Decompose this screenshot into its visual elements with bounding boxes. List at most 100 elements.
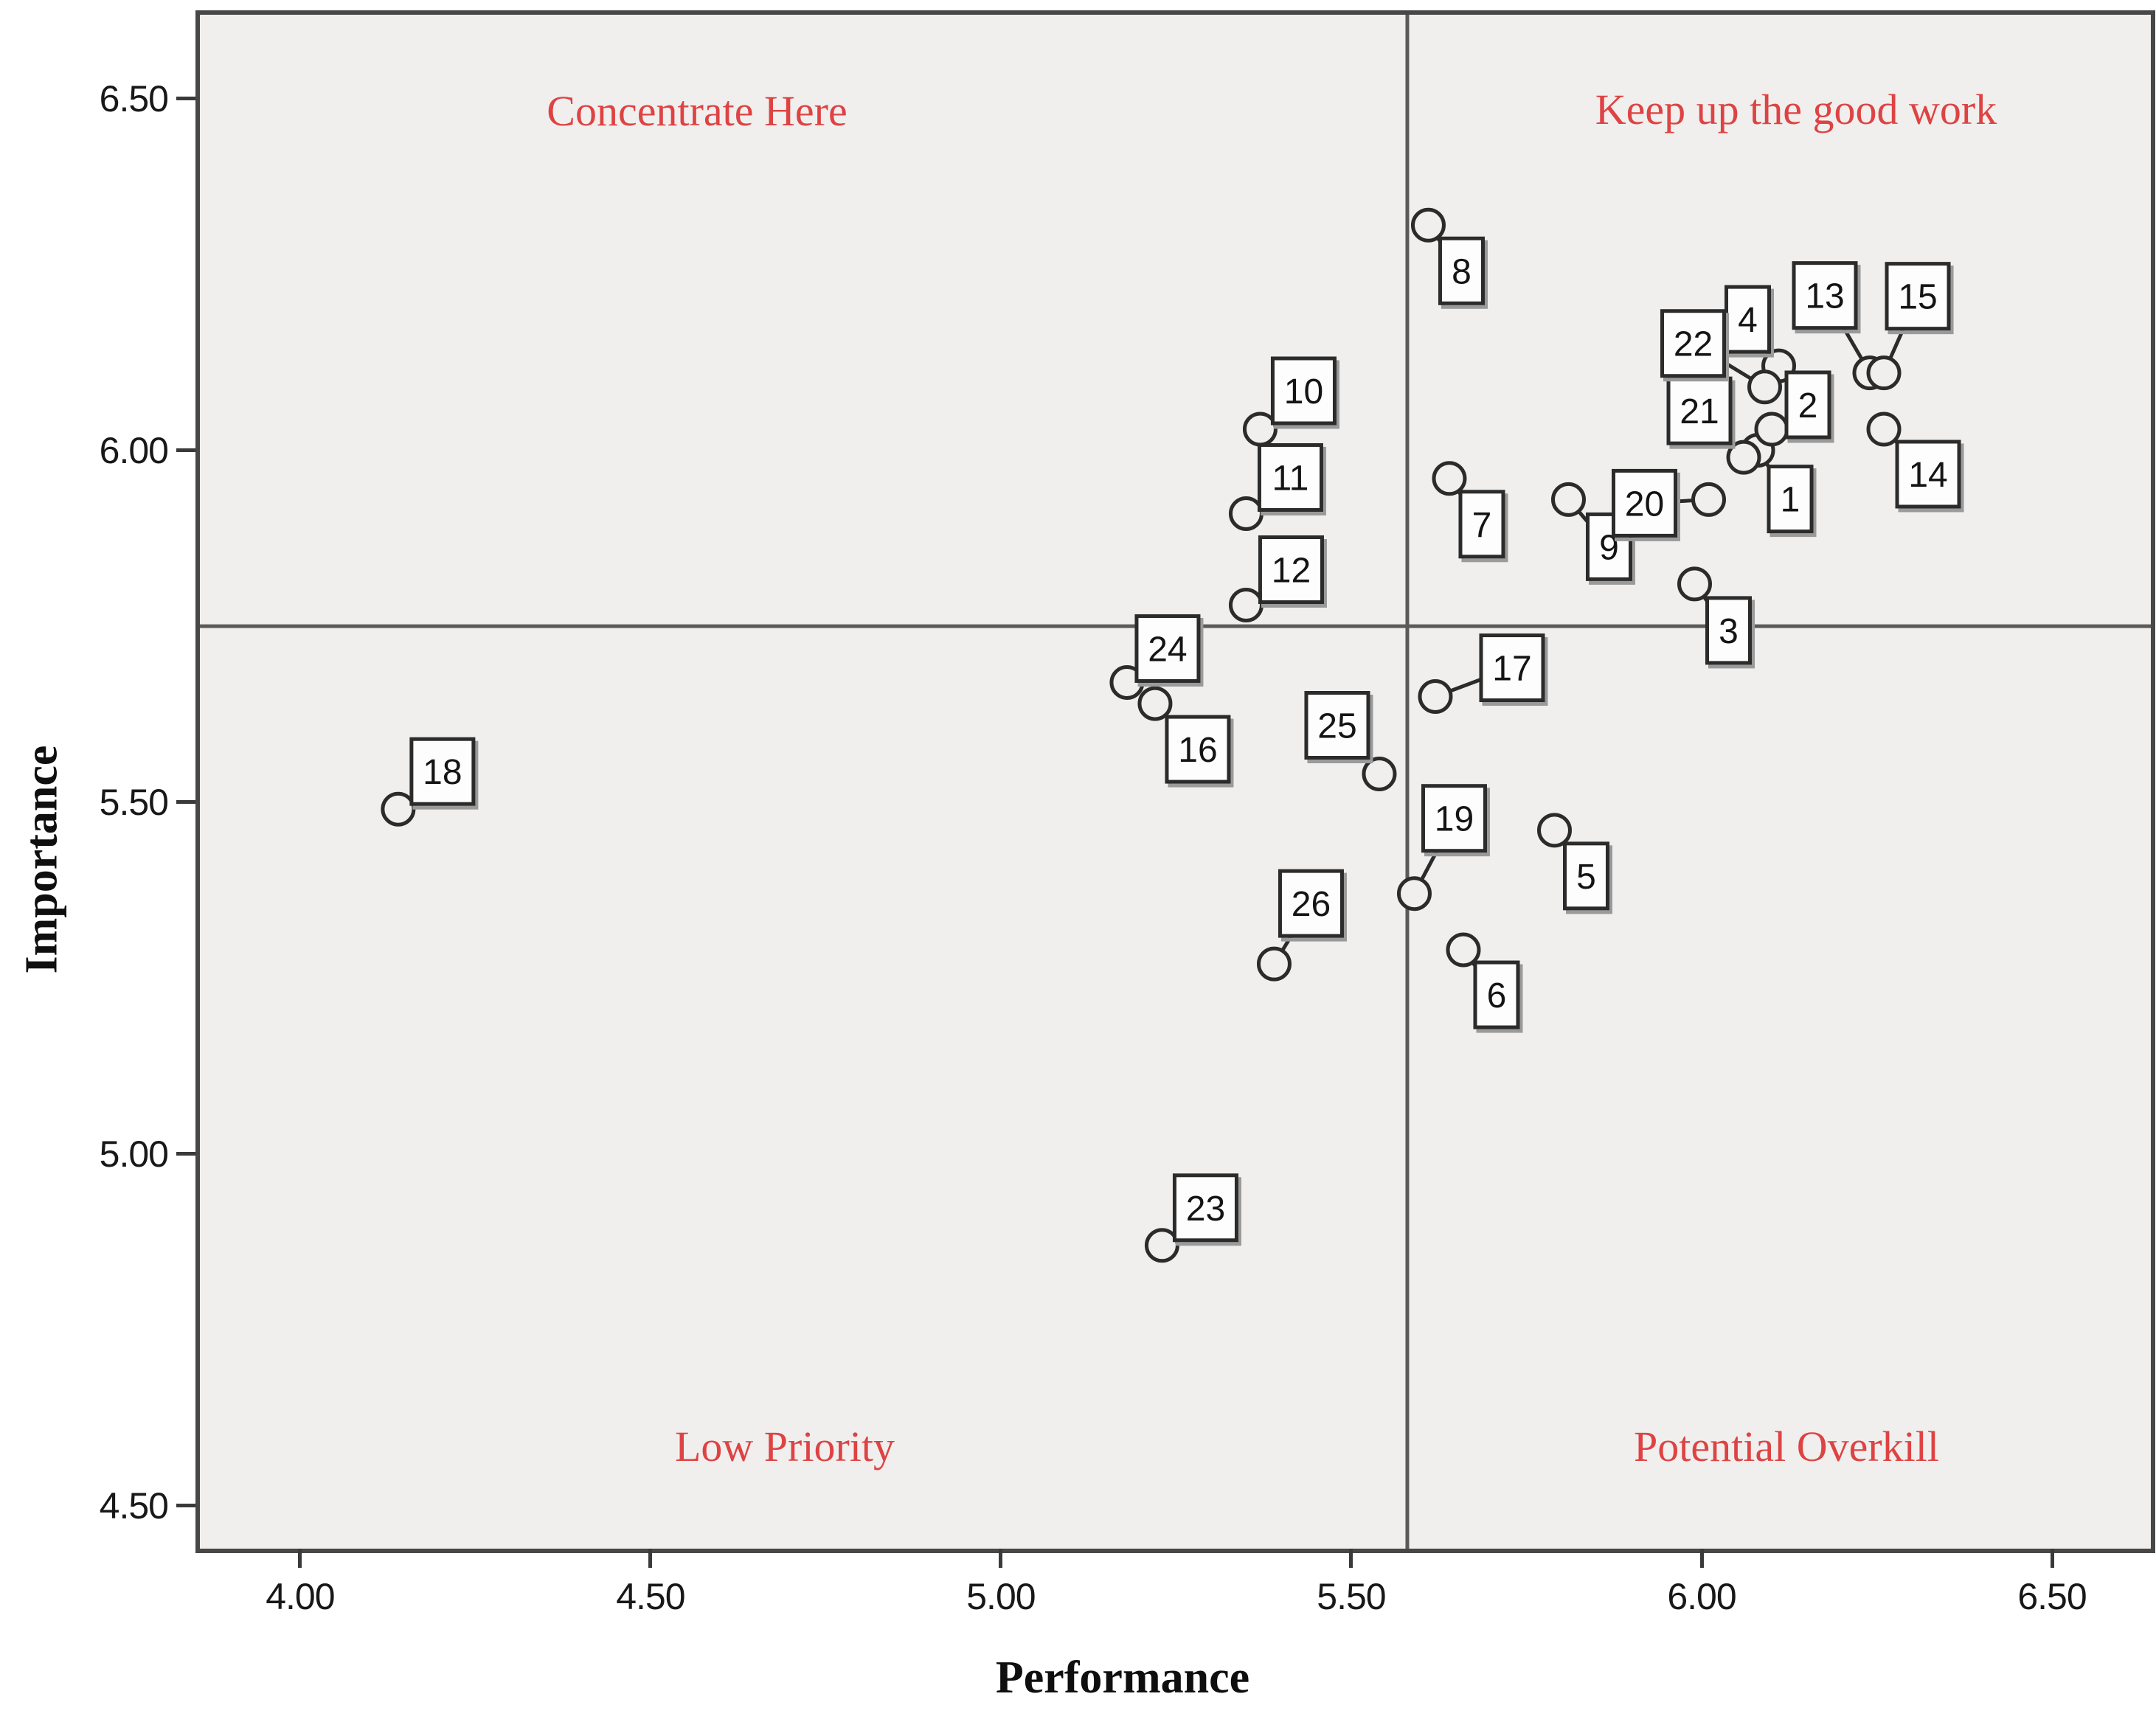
point-label-box-20 [1612,468,1678,538]
data-point-circle-9 [1550,482,1586,517]
point-label-box-19 [1421,784,1487,853]
data-point-circle-20 [1691,482,1727,517]
x-tick-label-4.00: 4.00 [266,1576,335,1617]
point-label-text-15: 15 [1898,278,1937,317]
point-label-box-14 [1895,440,1961,509]
point-label-text-25: 25 [1317,707,1356,746]
point-label-box-24 [1134,614,1201,683]
x-tick-mark-4.00 [298,1549,302,1568]
y-axis-title: Importance [16,745,67,974]
x-tick-label-6.00: 6.00 [1667,1576,1736,1617]
data-point-circle-21 [1726,440,1761,475]
quadrant-label-concentrate-here: Concentrate Here [547,87,847,135]
y-tick-label-6.50: 6.50 [99,77,169,119]
data-point-circle-3 [1677,566,1713,602]
point-label-text-10: 10 [1284,372,1323,411]
data-point-circle-11 [1228,496,1264,531]
point-label-text-20: 20 [1625,485,1664,524]
data-point-circle-22 [1747,369,1783,405]
y-tick-mark-6.00 [176,448,195,453]
data-point-circle-5 [1536,813,1572,848]
point-label-box-8 [1438,236,1485,305]
point-label-text-18: 18 [423,753,462,792]
point-label-text-23: 23 [1186,1190,1225,1229]
x-tick-mark-6.00 [1699,1549,1704,1568]
quadrant-label-keep-up-the-good-work: Keep up the good work [1595,86,1997,133]
point-label-box-4 [1725,285,1772,354]
y-tick-label-5.50: 5.50 [99,781,169,823]
point-label-box-10 [1270,356,1337,426]
data-point-circle-15 [1866,355,1902,391]
point-label-box-3 [1705,596,1753,665]
x-axis-title: Performance [995,1653,1250,1703]
point-label-text-1: 1 [1781,481,1800,520]
point-label-box-13 [1792,261,1858,330]
point-label-text-14: 14 [1908,456,1947,495]
y-tick-label-6.00: 6.00 [99,429,169,471]
point-label-text-16: 16 [1178,731,1217,770]
scatter-chart-canvas: Concentrate Here Keep up the good work Low… [200,15,2151,1549]
data-point-circle-12 [1228,588,1264,623]
data-point-circle-7 [1432,461,1467,496]
data-point-circle-18 [381,791,416,827]
quadrant-label-potential-overkill: Potential Overkill [1634,1423,1939,1470]
point-label-text-17: 17 [1492,650,1531,689]
point-label-text-12: 12 [1272,552,1311,591]
data-point-circle-19 [1396,876,1432,911]
data-point-circle-2 [1754,411,1789,447]
point-label-box-23 [1172,1173,1238,1243]
point-label-box-26 [1278,869,1344,938]
point-label-text-2: 2 [1798,386,1818,426]
x-tick-mark-6.50 [2050,1549,2054,1568]
point-label-box-6 [1473,960,1520,1029]
point-label-box-5 [1562,841,1609,911]
point-label-text-11: 11 [1272,459,1309,498]
point-label-text-13: 13 [1805,277,1844,316]
point-label-box-15 [1885,262,1951,331]
point-label-box-18 [409,737,476,806]
point-label-box-12 [1258,535,1324,605]
x-tick-label-6.50: 6.50 [2017,1576,2087,1617]
point-label-text-5: 5 [1576,858,1596,897]
x-tick-mark-5.50 [1349,1549,1353,1568]
y-tick-label-5.00: 5.00 [99,1133,169,1175]
data-point-circle-17 [1418,679,1453,715]
data-point-circle-8 [1410,207,1446,243]
point-label-text-19: 19 [1435,800,1474,839]
point-label-text-7: 7 [1472,506,1492,545]
x-tick-mark-4.50 [648,1549,653,1568]
plot-area: Concentrate Here Keep up the good work Low… [195,10,2155,1553]
point-label-text-22: 22 [1674,325,1713,364]
point-label-box-7 [1458,490,1505,559]
x-tick-label-5.50: 5.50 [1317,1576,1386,1617]
point-label-box-25 [1304,691,1370,760]
y-tick-mark-5.50 [176,800,195,805]
point-label-box-1 [1767,465,1814,534]
data-point-circle-25 [1362,757,1397,792]
data-point-circle-14 [1866,411,1902,447]
x-tick-mark-5.00 [999,1549,1003,1568]
data-point-circle-26 [1256,946,1292,982]
y-tick-mark-4.50 [176,1504,195,1508]
y-tick-mark-6.50 [176,97,195,101]
quadrant-label-low-priority: Low Priority [675,1423,895,1470]
point-label-box-17 [1479,633,1545,703]
data-point-circle-6 [1446,932,1481,968]
point-label-text-21: 21 [1680,392,1719,431]
point-label-box-22 [1660,309,1727,378]
x-tick-label-4.50: 4.50 [616,1576,685,1617]
point-label-text-6: 6 [1487,976,1507,1015]
data-point-circle-16 [1137,686,1173,721]
point-label-text-26: 26 [1292,885,1331,924]
point-label-text-24: 24 [1148,630,1187,669]
point-label-box-11 [1257,442,1323,512]
point-label-box-2 [1784,370,1831,440]
point-label-text-8: 8 [1452,252,1472,291]
y-tick-mark-5.00 [176,1152,195,1156]
point-label-text-3: 3 [1719,612,1739,651]
y-tick-label-4.50: 4.50 [99,1484,169,1527]
point-label-box-16 [1165,715,1231,784]
point-label-text-4: 4 [1738,301,1758,340]
x-tick-label-5.00: 5.00 [966,1576,1036,1617]
